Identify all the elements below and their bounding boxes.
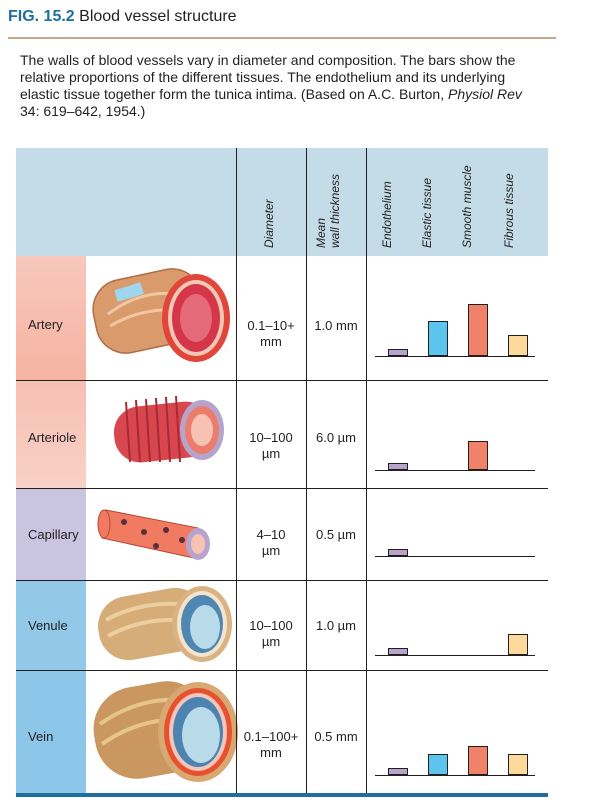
header-diameter: Diameter <box>262 199 276 248</box>
baseline-artery <box>375 356 535 357</box>
arteriole-illustration <box>113 395 224 463</box>
header-rule <box>8 37 556 39</box>
figure-caption: The walls of blood vessels vary in diame… <box>20 52 540 120</box>
wall-artery: 1.0 mm <box>314 318 358 333</box>
bar-artery-smooth <box>468 304 488 356</box>
baseline-vein <box>375 775 535 776</box>
header-smooth: Smooth muscle <box>460 165 474 248</box>
header-fibrous: Fibrous tissue <box>502 173 516 248</box>
header-wall-line2: wall thickness <box>328 173 342 248</box>
bar-arteriole-endothelium <box>388 463 408 470</box>
header-elastic: Elastic tissue <box>420 177 434 248</box>
row-color-venule <box>16 580 86 670</box>
baseline-capillary <box>375 556 535 557</box>
artery-illustration <box>92 268 230 362</box>
bar-vein-fibrous <box>508 754 528 775</box>
bar-venule-fibrous <box>508 634 528 655</box>
row-divider-1 <box>16 380 548 381</box>
grid-line-v2 <box>306 148 307 793</box>
row-color-vein <box>16 670 86 793</box>
diameter-capillary: 4–10 µm <box>256 527 286 558</box>
row-name-capillary: Capillary <box>28 527 79 542</box>
bar-capillary-endothelium <box>388 549 408 556</box>
row-divider-2 <box>16 488 548 489</box>
grid-line-v3 <box>366 148 367 793</box>
wall-vein: 0.5 mm <box>314 729 358 744</box>
diameter-arteriole: 10–100 µm <box>249 430 293 461</box>
vein-illustration <box>93 681 238 782</box>
figure-title: Blood vessel structure <box>79 8 237 25</box>
bar-artery-fibrous <box>508 335 528 356</box>
bar-vein-endothelium <box>388 768 408 775</box>
row-color-capillary <box>16 488 86 580</box>
bar-arteriole-smooth <box>468 441 488 470</box>
diameter-vein: 0.1–100+ mm <box>243 729 299 760</box>
baseline-arteriole <box>375 470 535 471</box>
diameter-artery: 0.1–10+ mm <box>247 318 295 349</box>
row-divider-3 <box>16 580 548 581</box>
caption-citation: 34: 619–642, 1954.) <box>20 103 146 119</box>
table-header-band <box>16 148 548 256</box>
venule-illustration <box>98 586 232 662</box>
bar-artery-elastic <box>428 321 448 356</box>
bar-vein-smooth <box>468 746 488 775</box>
diameter-venule: 10–100 µm <box>249 618 293 649</box>
row-name-artery: Artery <box>28 317 63 332</box>
row-color-artery <box>16 256 86 380</box>
figure-label: FIG. 15.2 <box>8 8 75 25</box>
capillary-illustration <box>97 509 210 560</box>
caption-journal: Physiol Rev <box>448 86 522 102</box>
wall-arteriole: 6.0 µm <box>315 430 356 445</box>
figure-header: FIG. 15.2 Blood vessel structure <box>8 8 237 26</box>
bar-venule-endothelium <box>388 648 408 655</box>
baseline-venule <box>375 655 535 656</box>
bottom-rule <box>16 793 548 797</box>
wall-venule: 1.0 µm <box>315 618 356 633</box>
row-name-arteriole: Arteriole <box>28 430 77 445</box>
row-color-arteriole <box>16 380 86 488</box>
row-name-vein: Vein <box>28 729 54 744</box>
header-wall-line1: Mean <box>314 217 328 248</box>
row-name-venule: Venule <box>28 618 68 633</box>
bar-artery-endothelium <box>388 349 408 356</box>
grid-line-v1 <box>236 148 237 793</box>
caption-text: The walls of blood vessels vary in diame… <box>20 52 516 102</box>
bar-vein-elastic <box>428 754 448 775</box>
header-endothelium: Endothelium <box>380 181 394 248</box>
wall-capillary: 0.5 µm <box>315 527 356 542</box>
row-divider-4 <box>16 670 548 671</box>
